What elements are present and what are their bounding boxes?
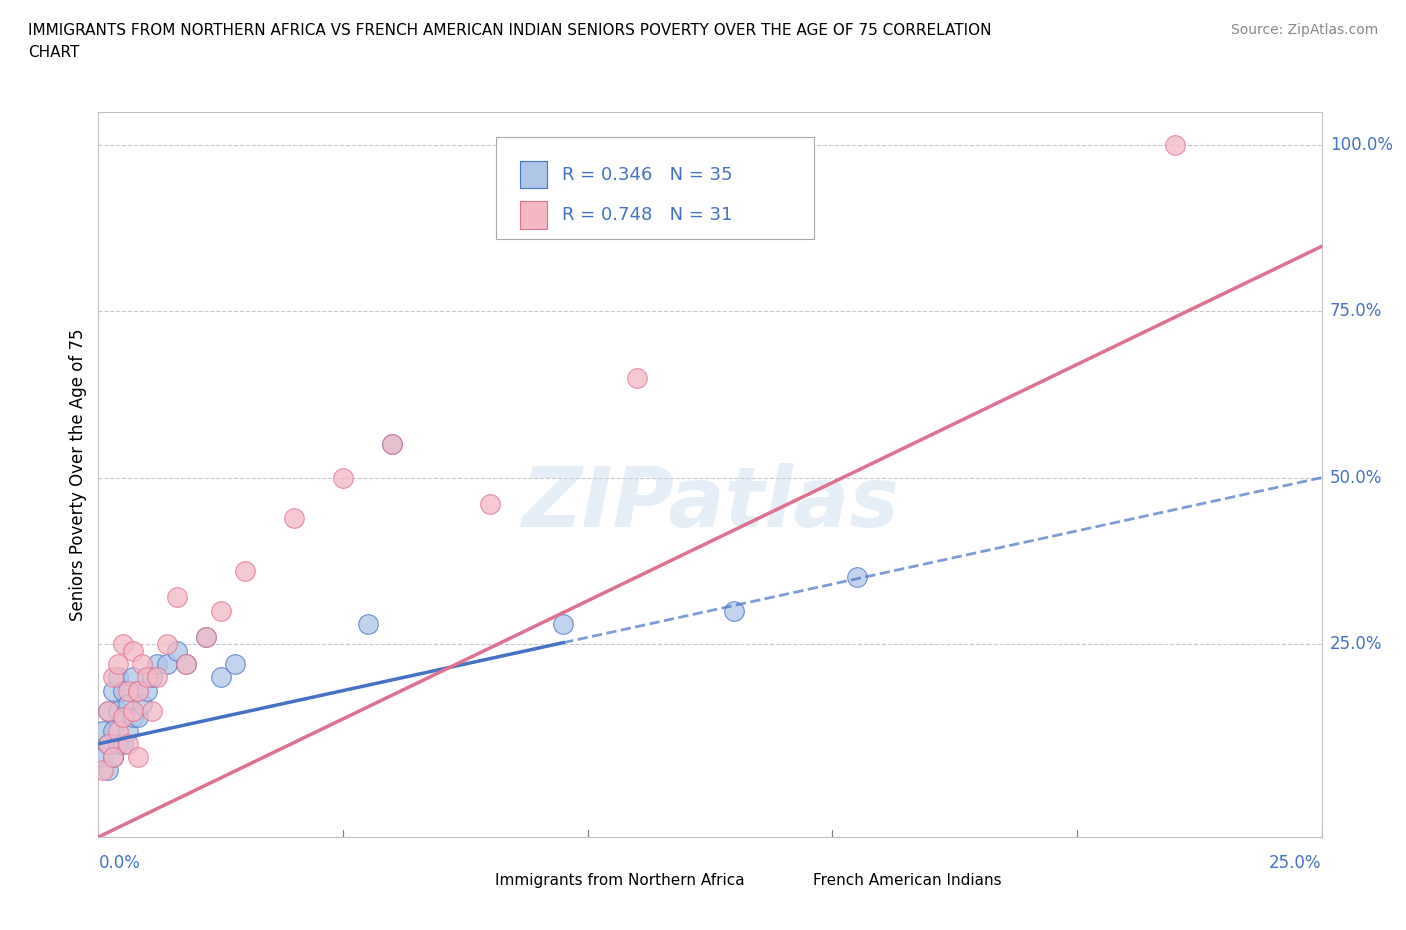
Point [356, 617, 378, 631]
Text: ZIPatlas: ZIPatlas [522, 463, 898, 544]
Text: 100.0%: 100.0% [1330, 136, 1393, 153]
Point [127, 750, 149, 764]
Point [107, 737, 129, 751]
Point [626, 370, 648, 385]
FancyBboxPatch shape [465, 870, 488, 891]
Point [141, 703, 163, 718]
Point [101, 670, 124, 684]
Point [127, 684, 149, 698]
Point [107, 724, 129, 738]
Point [111, 710, 134, 724]
Point [107, 670, 129, 684]
Y-axis label: Seniors Poverty Over the Age of 75: Seniors Poverty Over the Age of 75 [69, 328, 87, 620]
Point [209, 670, 232, 684]
Point [111, 737, 134, 751]
Point [381, 437, 404, 452]
Point [478, 497, 501, 512]
FancyBboxPatch shape [520, 201, 547, 229]
Point [136, 670, 159, 684]
Text: 50.0%: 50.0% [1330, 469, 1382, 486]
Point [136, 684, 159, 698]
Point [233, 564, 256, 578]
Point [131, 657, 153, 671]
Point [101, 750, 124, 764]
Point [127, 710, 149, 724]
Point [176, 657, 198, 671]
Point [101, 750, 124, 764]
Point [101, 724, 124, 738]
Text: R = 0.346   N = 35: R = 0.346 N = 35 [562, 166, 733, 184]
Point [121, 703, 143, 718]
Point [111, 684, 134, 698]
Point [97, 703, 120, 718]
Point [845, 570, 868, 585]
Point [97, 763, 120, 777]
Point [107, 657, 129, 671]
Text: R = 0.748   N = 31: R = 0.748 N = 31 [562, 206, 733, 224]
Point [101, 684, 124, 698]
Point [723, 604, 745, 618]
Point [97, 737, 120, 751]
Point [283, 511, 305, 525]
Text: Source: ZipAtlas.com: Source: ZipAtlas.com [1230, 23, 1378, 37]
Point [91, 750, 114, 764]
Text: 25.0%: 25.0% [1270, 854, 1322, 871]
Text: Immigrants from Northern Africa: Immigrants from Northern Africa [495, 873, 744, 888]
Point [97, 737, 120, 751]
Text: IMMIGRANTS FROM NORTHERN AFRICA VS FRENCH AMERICAN INDIAN SENIORS POVERTY OVER T: IMMIGRANTS FROM NORTHERN AFRICA VS FRENC… [28, 23, 991, 38]
Point [166, 644, 188, 658]
Point [141, 670, 163, 684]
Text: 0.0%: 0.0% [98, 854, 141, 871]
Point [97, 703, 120, 718]
Point [176, 657, 198, 671]
Point [121, 710, 143, 724]
Point [117, 737, 139, 751]
FancyBboxPatch shape [520, 161, 547, 189]
Point [121, 644, 143, 658]
Point [166, 590, 188, 604]
Text: CHART: CHART [28, 45, 80, 60]
Point [224, 657, 246, 671]
Point [121, 670, 143, 684]
Point [195, 630, 218, 644]
Point [209, 604, 232, 618]
Point [131, 697, 153, 711]
Point [127, 684, 149, 698]
Point [146, 670, 169, 684]
Point [1164, 138, 1187, 153]
Point [156, 636, 179, 651]
Point [195, 630, 218, 644]
Point [117, 724, 139, 738]
Point [553, 617, 575, 631]
Point [117, 697, 139, 711]
Point [111, 636, 134, 651]
Point [146, 657, 169, 671]
Point [91, 724, 114, 738]
Text: French American Indians: French American Indians [813, 873, 1001, 888]
Text: 25.0%: 25.0% [1330, 635, 1382, 653]
Point [107, 703, 129, 718]
FancyBboxPatch shape [496, 137, 814, 239]
Point [156, 657, 179, 671]
Point [381, 437, 404, 452]
Point [91, 763, 114, 777]
Point [111, 710, 134, 724]
Text: 75.0%: 75.0% [1330, 302, 1382, 320]
FancyBboxPatch shape [783, 870, 806, 891]
Point [332, 471, 354, 485]
Point [117, 684, 139, 698]
